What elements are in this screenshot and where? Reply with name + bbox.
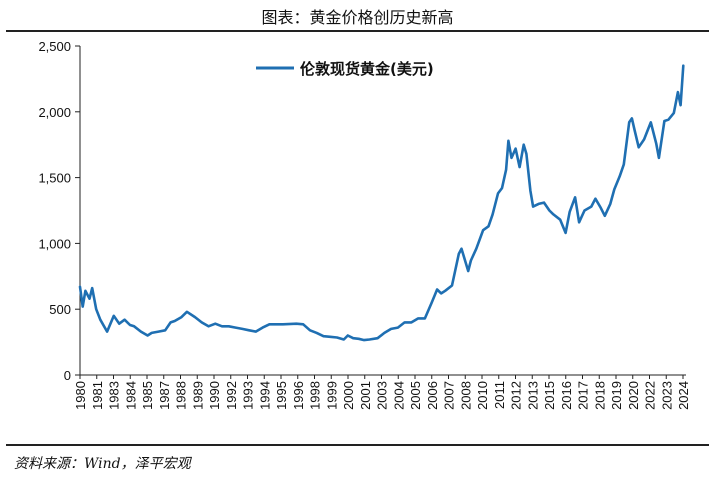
x-tick-label: 2024 <box>676 381 691 410</box>
x-tick-label: 1985 <box>140 381 155 410</box>
x-tick-label: 1988 <box>174 381 189 410</box>
x-tick-label: 2012 <box>509 381 524 410</box>
chart-title: 图表：黄金价格创历史新高 <box>261 8 454 27</box>
x-tick-label: 2005 <box>408 381 423 410</box>
x-tick-label: 1992 <box>224 381 239 410</box>
x-tick-label: 1990 <box>207 381 222 410</box>
x-tick-label: 1999 <box>324 381 339 410</box>
x-tick-label: 1995 <box>274 381 289 410</box>
x-tick-label: 2016 <box>559 381 574 410</box>
y-tick-label: 1,500 <box>38 171 71 186</box>
y-tick-label: 1,000 <box>38 236 71 251</box>
legend-label: 伦敦现货黄金(美元) <box>300 60 434 78</box>
x-tick-label: 2015 <box>542 381 557 410</box>
y-tick-label: 0 <box>64 368 71 383</box>
source-note: 资料来源：Wind，泽平宏观 <box>14 456 191 472</box>
x-tick-label: 2018 <box>592 381 607 410</box>
y-tick-label: 500 <box>49 302 71 317</box>
x-tick-label: 2022 <box>643 381 658 410</box>
x-tick-label: 2006 <box>425 381 440 410</box>
x-tick-label: 2003 <box>375 381 390 410</box>
x-tick-label: 1989 <box>190 381 205 410</box>
x-tick-label: 2004 <box>391 381 406 410</box>
x-tick-label: 1980 <box>73 381 88 410</box>
x-tick-label: 1996 <box>291 381 306 410</box>
x-tick-label: 2010 <box>475 381 490 410</box>
x-tick-label: 1983 <box>107 381 122 410</box>
bottom-rule <box>6 444 709 446</box>
top-rule <box>6 30 709 32</box>
x-tick-label: 2017 <box>576 381 591 410</box>
x-tick-label: 2000 <box>341 381 356 410</box>
x-tick-label: 1993 <box>241 381 256 410</box>
x-tick-label: 1987 <box>157 381 172 410</box>
x-tick-label: 1994 <box>257 381 272 410</box>
x-tick-label: 2023 <box>659 381 674 410</box>
x-tick-label: 2020 <box>626 381 641 410</box>
x-tick-label: 1984 <box>123 381 138 410</box>
x-tick-label: 1981 <box>90 381 105 410</box>
series-line-gold <box>78 64 685 342</box>
x-tick-label: 1998 <box>308 381 323 410</box>
x-tick-label: 2001 <box>358 381 373 410</box>
x-tick-label: 2008 <box>458 381 473 410</box>
y-tick-label: 2,000 <box>38 105 71 120</box>
x-tick-label: 2007 <box>442 381 457 410</box>
y-tick-label: 2,500 <box>38 39 71 54</box>
x-tick-label: 2011 <box>492 381 507 409</box>
x-tick-label: 2013 <box>525 381 540 410</box>
x-tick-label: 2019 <box>609 381 624 410</box>
